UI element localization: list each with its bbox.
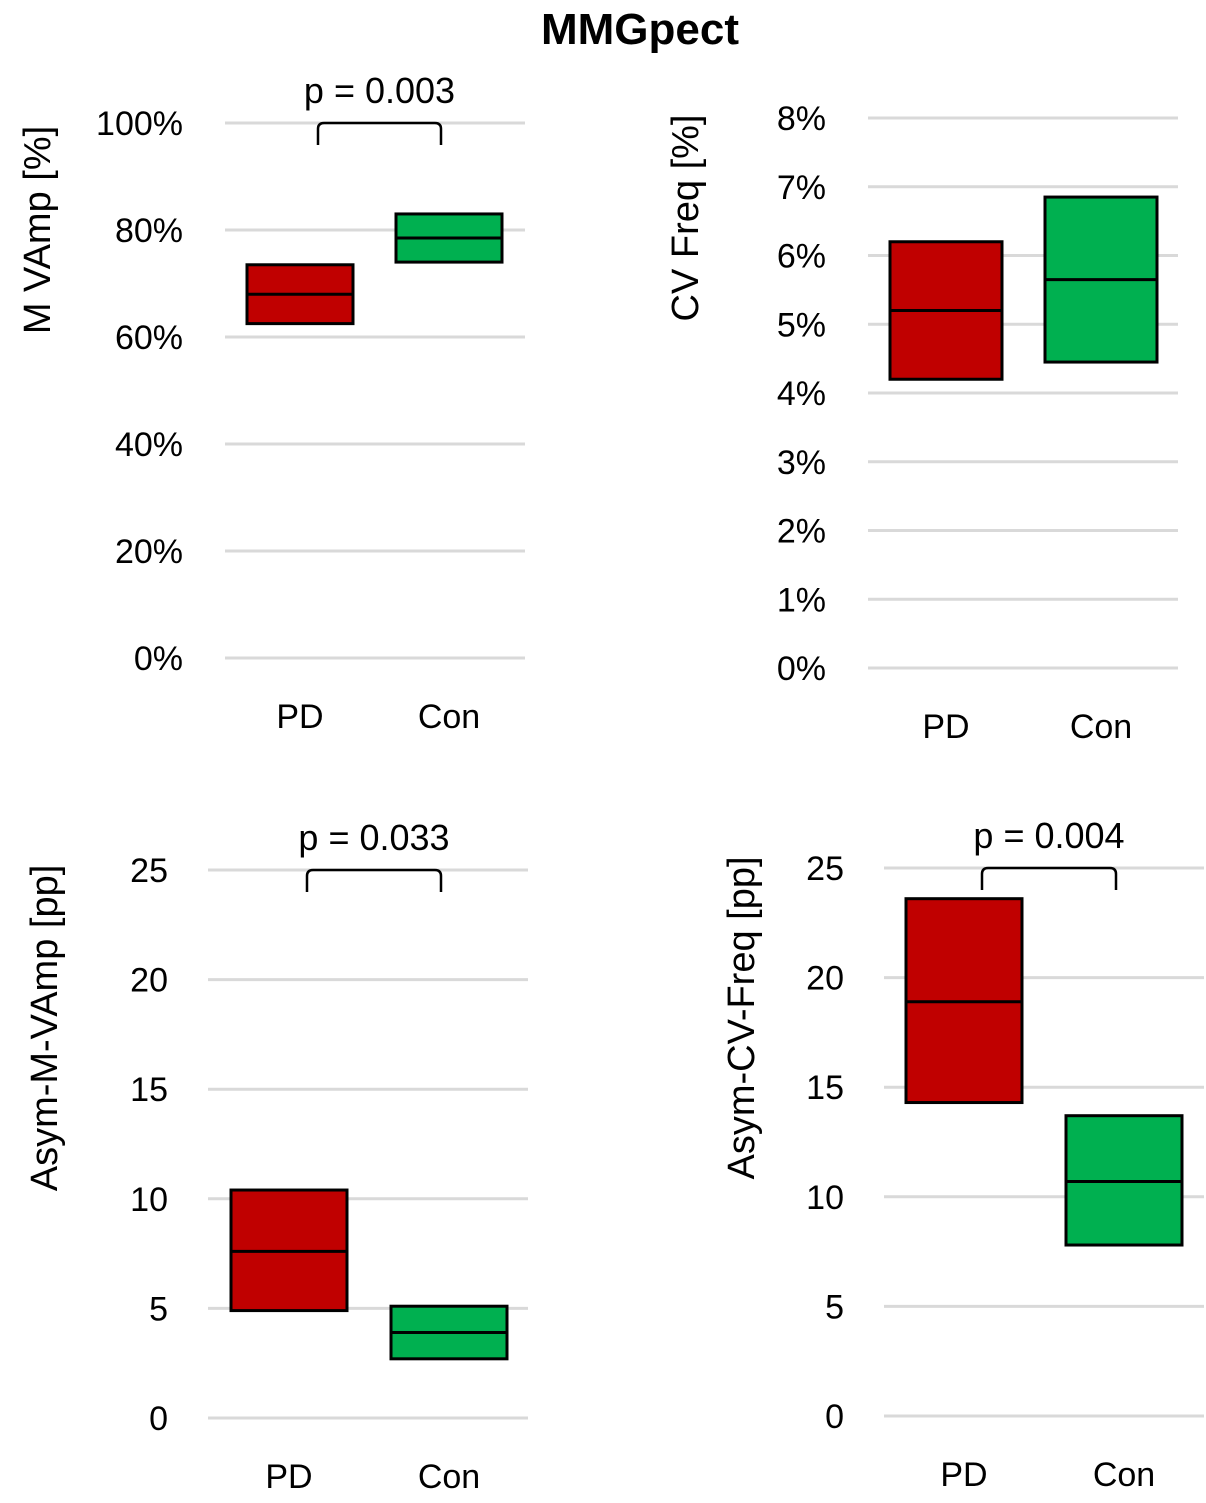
p-value-label: p = 0.033 [298, 817, 449, 858]
y-axis-label: Asym-M-VAmp [pp] [24, 865, 66, 1192]
y-tick-label: 5 [825, 1288, 844, 1326]
x-tick-label: PD [265, 1458, 312, 1496]
y-tick-label: 15 [130, 1071, 168, 1109]
chart-top-right: 0% 1% 2% 3% 4% 5% 6% 7% 8% CV Freq [%] PD Con [665, 100, 1178, 746]
y-tick-label: 5% [777, 306, 826, 344]
y-tick-label: 0% [777, 650, 826, 688]
y-tick-label: 0 [149, 1400, 168, 1438]
y-tick-label: 8% [777, 100, 826, 138]
y-tick-label: 25 [130, 852, 168, 890]
x-tick-label: PD [276, 698, 323, 736]
chart-top-left: 0% 20% 40% 60% 80% 100% M VAmp [%] PD Con p = 0.0… [17, 70, 525, 736]
y-axis-label: M VAmp [%] [17, 126, 59, 334]
y-tick-label: 20 [806, 960, 844, 998]
x-tick-label: Con [1093, 1456, 1155, 1494]
x-tick-label: Con [418, 698, 480, 736]
y-tick-label: 20 [130, 962, 168, 1000]
y-axis-label: Asym-CV-Freq [pp] [721, 856, 763, 1179]
figure-title: MMGpect [541, 5, 739, 54]
significance-bracket [305, 868, 443, 892]
y-tick-label: 10 [130, 1181, 168, 1219]
p-value-label: p = 0.004 [973, 815, 1124, 856]
y-tick-label: 0% [134, 640, 183, 678]
y-tick-label: 15 [806, 1069, 844, 1107]
y-tick-label: 20% [115, 533, 183, 571]
x-tick-label: Con [418, 1458, 480, 1496]
y-tick-label: 2% [777, 513, 826, 551]
chart-bottom-right: 0 5 10 15 20 25 Asym-CV-Freq [pp] PD Con p = 0.00… [721, 815, 1204, 1494]
y-tick-label: 40% [115, 426, 183, 464]
chart-bottom-left: 0 5 10 15 20 25 Asym-M-VAmp [pp] PD Con p = 0.033 [24, 817, 528, 1496]
y-tick-label: 3% [777, 444, 826, 482]
y-tick-label: 80% [115, 212, 183, 250]
y-tick-label: 25 [806, 850, 844, 888]
p-value-label: p = 0.003 [304, 70, 455, 111]
y-tick-label: 7% [777, 169, 826, 207]
y-tick-label: 0 [825, 1398, 844, 1436]
x-tick-label: PD [922, 708, 969, 746]
y-axis-label: CV Freq [%] [665, 115, 707, 322]
x-tick-label: Con [1070, 708, 1132, 746]
y-tick-label: 6% [777, 238, 826, 276]
y-tick-label: 5 [149, 1290, 168, 1328]
y-tick-label: 4% [777, 375, 826, 413]
x-tick-label: PD [940, 1456, 987, 1494]
significance-bracket [980, 866, 1118, 890]
y-tick-label: 10 [806, 1179, 844, 1217]
y-tick-label: 1% [777, 581, 826, 619]
y-tick-label: 100% [96, 105, 183, 143]
significance-bracket [316, 121, 443, 145]
y-tick-label: 60% [115, 319, 183, 357]
